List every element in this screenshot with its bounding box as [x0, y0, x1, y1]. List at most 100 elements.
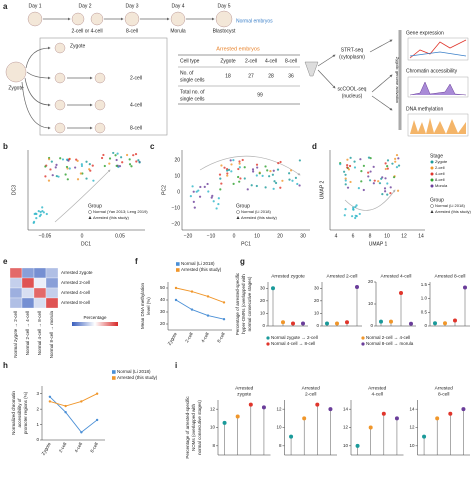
subplot-title: Arrested zygote: [271, 273, 305, 279]
scatter-dot: [68, 167, 71, 170]
heatmap-cell: [9, 267, 23, 279]
table-header: Zygote: [220, 58, 236, 64]
x-axis-label: DC1: [81, 241, 91, 247]
scatter-dot: [272, 187, 275, 190]
x-tick-label: 14: [418, 233, 424, 239]
lollipop-dot: [271, 286, 275, 291]
y-tick-label: 0: [262, 323, 265, 328]
y-tick-label: 1.0: [421, 296, 428, 301]
scatter-dot: [226, 174, 229, 177]
scatter-dot: [54, 166, 57, 169]
table-header: 2-cell: [245, 58, 257, 64]
scatter-dot: [389, 192, 392, 195]
scatter-dot: [255, 174, 258, 177]
scatter-dot: [198, 195, 202, 198]
scatter-dot: [115, 158, 118, 162]
scatter-dot: [296, 182, 299, 186]
scatter-dot: [264, 165, 267, 168]
scatter-dot: [66, 178, 69, 181]
lollipop-dot: [368, 425, 373, 430]
y-tick-label: 10: [210, 425, 216, 430]
legend-label: Arrested (this study): [435, 209, 471, 214]
scatter-dot: [246, 188, 249, 191]
y-axis-label: accessibility of: [17, 398, 22, 428]
scatter-dot: [115, 164, 118, 168]
scatter-dot: [108, 162, 111, 165]
scatter-dot: [220, 164, 223, 167]
scatter-dot: [344, 183, 347, 186]
legend-symbol: [266, 342, 270, 346]
scatter-dot: [281, 179, 284, 182]
scatter-dot: [261, 174, 264, 177]
y-tick-label: 20: [368, 279, 374, 284]
scatter-dot: [103, 164, 106, 168]
scatter-dot: [343, 214, 346, 217]
scatter-dot: [203, 185, 206, 188]
scatter-dot: [272, 169, 275, 172]
panel-label: e: [3, 257, 8, 266]
scatter-dot: [76, 159, 79, 163]
scatter-dot: [354, 214, 357, 217]
lollipop-dot: [355, 443, 360, 448]
panel-label: b: [3, 142, 8, 151]
output-label: Chromatin accessibility: [406, 68, 458, 74]
scatter-dot: [273, 180, 276, 183]
scatter-dot: [229, 159, 232, 162]
data-point: [222, 318, 226, 321]
scatter-dot: [199, 185, 202, 189]
legend-label: Normal 8-cell → morula: [366, 341, 414, 346]
lollipop-dot: [422, 434, 427, 439]
y-tick-label: 20: [314, 298, 320, 303]
x-tick-label: 2-cell: [184, 332, 194, 344]
scatter-dot: [252, 170, 255, 173]
lollipop-dot: [222, 420, 227, 425]
scatter-dot: [358, 212, 361, 216]
legend-label: Normal (Yan 2013; Leng 2019): [93, 209, 148, 214]
y-tick-label: 14: [409, 406, 415, 411]
scatter-dot: [353, 166, 357, 169]
legend-label: Normal (Li 2018): [117, 369, 151, 374]
x-tick-label: 12: [401, 233, 407, 239]
scatter-dot: [42, 211, 45, 214]
legend-symbol: [361, 342, 365, 346]
table-cell: 28: [268, 73, 274, 79]
legend-symbol: [361, 336, 365, 340]
data-point: [48, 400, 52, 403]
legend-label: Morula: [435, 183, 448, 188]
scatter-dot: [130, 165, 133, 168]
scatter-dot: [258, 172, 261, 175]
x-tick-label: 8: [369, 233, 372, 239]
scatter-dot: [138, 161, 141, 164]
y-axis-label: level (%): [146, 297, 151, 315]
y-tick-label: 50: [160, 285, 166, 290]
scatter-dot: [344, 179, 347, 182]
arrested-stage: 4-cell: [130, 102, 142, 108]
scatter-dot: [271, 173, 274, 176]
scatter-dot: [191, 185, 194, 188]
y-tick-label: 20: [174, 157, 180, 163]
table-cell: 27: [248, 73, 254, 79]
scatter-dot: [65, 165, 69, 169]
x-tick-label: 2-cell: [58, 442, 68, 454]
x-tick-label: 4-cell: [200, 332, 210, 344]
scatter-dot: [193, 206, 196, 209]
panel-label: c: [150, 142, 155, 151]
legend-symbol: [236, 216, 240, 219]
day: Day 1: [28, 3, 41, 9]
arrested-stage: 2-cell: [130, 75, 142, 81]
scatter-dot: [397, 157, 400, 160]
scatter-dot: [218, 173, 222, 176]
panel-label: g: [240, 257, 245, 266]
scatter-dot: [352, 206, 355, 209]
legend-label: Normal (Li 2018): [241, 209, 271, 214]
y-tick-label: 20: [260, 298, 266, 303]
panel-label: f: [135, 257, 138, 266]
legend-symbol: [430, 210, 434, 213]
scatter-dot: [243, 166, 246, 169]
scatter-dot: [48, 158, 51, 161]
panel-label: d: [312, 142, 317, 151]
scatter-dot: [391, 162, 394, 165]
data-point: [48, 395, 52, 398]
x-tick-label: 30: [300, 233, 306, 239]
legend-label: Zygote: [435, 159, 448, 164]
